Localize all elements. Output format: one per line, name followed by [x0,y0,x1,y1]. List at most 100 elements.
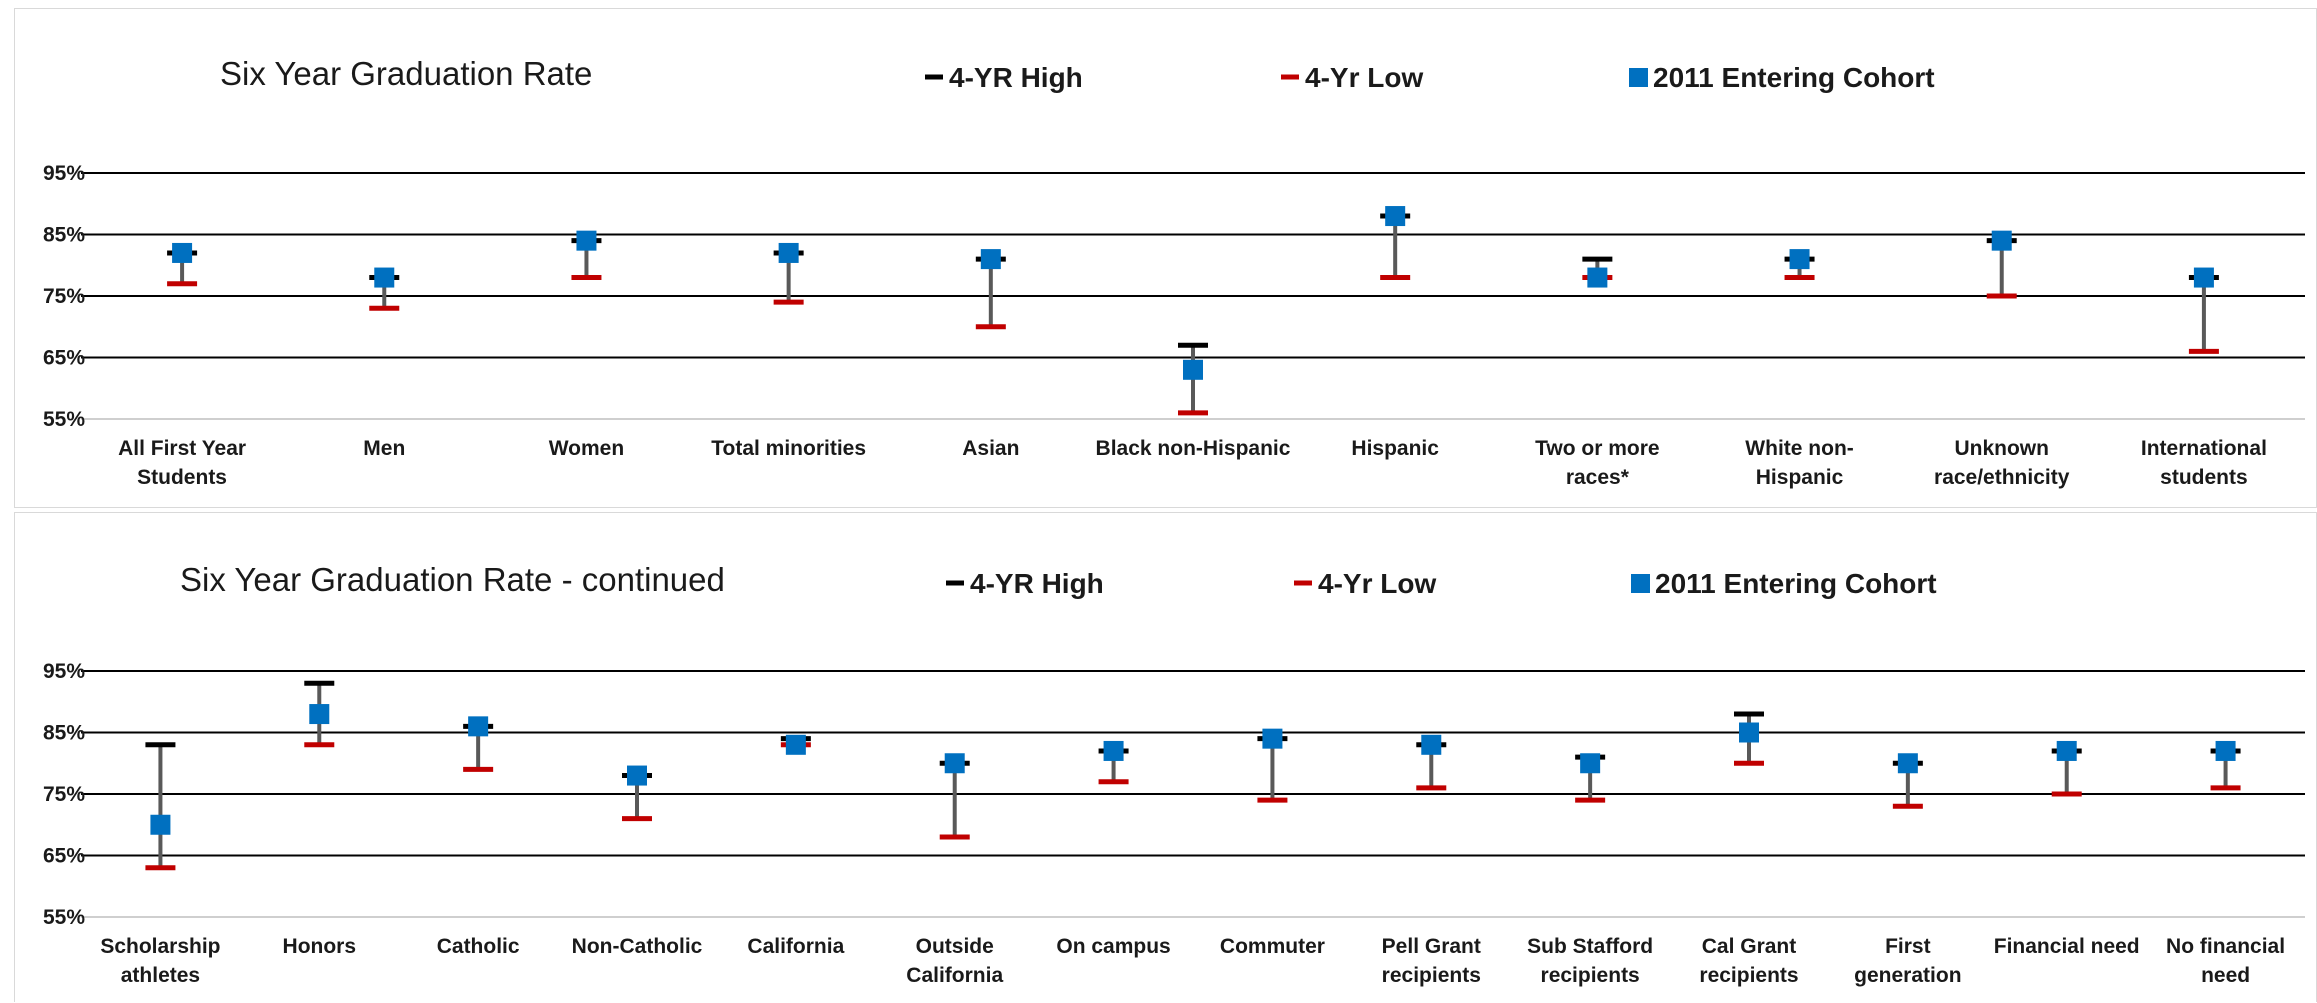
chart-panel-2: Six Year Graduation Rate - continued 4-YR… [14,512,2317,1002]
chart2-category-group-2 [463,716,494,772]
chart1-cohort-point-2 [576,230,597,251]
chart2-category-label-11-line-0: First [1885,935,1931,958]
chart2-category-group-3 [622,765,652,822]
chart1-category-label-10-line-0: International [2141,437,2267,460]
chart2-category-label-9-line-0: Sub Stafford [1527,935,1653,958]
chart1-category-group-5 [1178,342,1208,416]
chart2-category-label-8-line-0: Pell Grant [1382,935,1481,958]
chart1-y-tick-85: 85% [43,224,85,247]
chart2-y-tick-75: 75% [43,783,85,806]
chart2-y-tick-85: 85% [43,722,85,745]
chart2-category-label-9-line-1: recipients [1541,964,1640,987]
chart2-cohort-point-3 [627,765,647,786]
chart2-cohort-point-10 [1739,722,1759,743]
chart1-category-label-7-line-0: Two or more [1535,437,1659,460]
chart2-cohort-point-0 [150,814,171,835]
chart1-category-label-4-line-0: Asian [962,437,1019,460]
chart1-title: Six Year Graduation Rate [220,55,592,92]
chart1-category-group-7 [1582,256,1613,288]
chart1-y-tick-75: 75% [43,285,85,308]
chart2-category-label-1-line-0: Honors [283,935,357,958]
chart1-category-label-0-line-0: All First Year [118,437,246,460]
chart2-category-label-3-line-0: Non-Catholic [572,935,703,958]
chart2-category-label-4-line-0: California [747,935,844,958]
chart1-y-tick-95: 95% [43,162,85,185]
chart2-y-tick-65: 65% [43,845,85,868]
chart1-legend-cohort-marker [1629,68,1648,87]
chart2-cohort-point-5 [944,753,965,774]
chart1-legend-high-label: 4-YR High [949,62,1083,93]
chart1-category-group-1 [369,267,400,311]
chart1-category-group-9 [1986,230,2017,299]
chart2-category-label-7-line-0: Commuter [1220,935,1325,958]
chart2-title: Six Year Graduation Rate - continued [180,561,725,598]
chart2-y-tick-95: 95% [43,660,85,683]
chart-svg-1: Six Year Graduation Rate 4-YR High 4-Yr Lo… [43,55,2305,489]
chart2-category-group-7 [1257,728,1288,803]
chart2-category-label-13-line-0: No financial [2166,935,2285,958]
chart2-cohort-point-7 [1262,728,1283,749]
chart2-cohort-point-9 [1580,753,1601,774]
chart1-category-label-0-line-1: Students [137,466,227,489]
chart1-category-group-10 [2188,267,2219,354]
chart2-cohort-point-8 [1421,734,1442,755]
chart1-category-label-9-line-1: race/ethnicity [1934,466,2070,489]
chart1-category-group-3 [773,242,804,305]
chart2-category-label-0-line-1: athletes [121,964,200,987]
chart2-category-group-0 [145,742,176,871]
chart2-category-label-6-line-0: On campus [1056,935,1170,958]
chart1-cohort-point-5 [1183,359,1203,380]
chart2-category-label-2-line-0: Catholic [437,935,520,958]
chart2-legend-high-label: 4-YR High [970,568,1104,599]
chart1-y-tick-65: 65% [43,347,85,370]
chart2-category-group-12 [2051,740,2082,797]
chart1-cohort-point-8 [1789,249,1810,270]
chart2-category-label-5-line-0: Outside [916,935,994,958]
chart2-category-group-5 [939,753,970,840]
chart1-category-group-0 [167,242,198,287]
chart2-cohort-point-4 [785,734,806,755]
chart1-cohort-point-3 [778,242,799,263]
chart2-cohort-point-1 [309,704,330,725]
chart2-legend-cohort-label: 2011 Entering Cohort [1655,568,1937,599]
chart1-category-label-6-line-0: Hispanic [1351,437,1439,460]
chart1-category-group-2 [571,230,602,281]
chart2-category-group-9 [1575,753,1606,803]
chart1-legend-cohort-label: 2011 Entering Cohort [1653,62,1935,93]
chart1-cohort-point-7 [1587,267,1608,288]
chart1-category-label-2-line-0: Women [549,437,624,460]
chart2-category-label-10-line-0: Cal Grant [1702,935,1797,958]
chart1-cohort-point-9 [1991,230,2012,251]
chart1-y-tick-55: 55% [43,408,85,431]
chart2-category-label-0-line-0: Scholarship [100,935,220,958]
chart2-category-group-13 [2210,740,2241,791]
chart2-category-group-4 [780,734,811,755]
chart2-cohort-point-13 [2215,740,2236,761]
chart1-category-label-8-line-0: White non- [1745,437,1853,460]
chart2-y-tick-55: 55% [43,906,85,929]
chart-svg-2: Six Year Graduation Rate - continued 4-YR… [43,561,2305,987]
chart2-category-group-10 [1734,711,1764,766]
chart1-cohort-point-6 [1385,206,1406,227]
chart2-category-label-5-line-1: California [906,964,1003,987]
chart2-cohort-point-6 [1103,740,1124,761]
chart1-cohort-point-4 [980,249,1001,270]
chart2-category-label-8-line-1: recipients [1382,964,1481,987]
chart2-legend: 4-YR High 4-Yr Low 2011 Entering Cohort [946,568,1937,599]
chart2-category-group-11 [1892,753,1923,809]
chart2-cohort-point-11 [1897,753,1918,774]
chart1-category-label-8-line-1: Hispanic [1756,466,1844,489]
chart1-category-group-6 [1380,206,1411,281]
chart2-legend-cohort-marker [1631,574,1650,593]
chart1-legend-low-label: 4-Yr Low [1305,62,1423,93]
chart1-category-group-8 [1784,249,1815,281]
chart2-category-label-13-line-1: need [2201,964,2250,987]
chart1-legend: 4-YR High 4-Yr Low 2011 Entering Cohort [925,62,1935,93]
chart2-category-group-6 [1098,740,1129,785]
chart2-legend-low-label: 4-Yr Low [1318,568,1436,599]
chart-panel-1: Six Year Graduation Rate 4-YR High 4-Yr Lo… [14,8,2317,508]
chart1-cohort-point-10 [2193,267,2214,288]
chart2-category-group-8 [1416,734,1447,791]
chart1-category-label-1-line-0: Men [363,437,405,460]
chart1-category-label-10-line-1: students [2160,466,2248,489]
